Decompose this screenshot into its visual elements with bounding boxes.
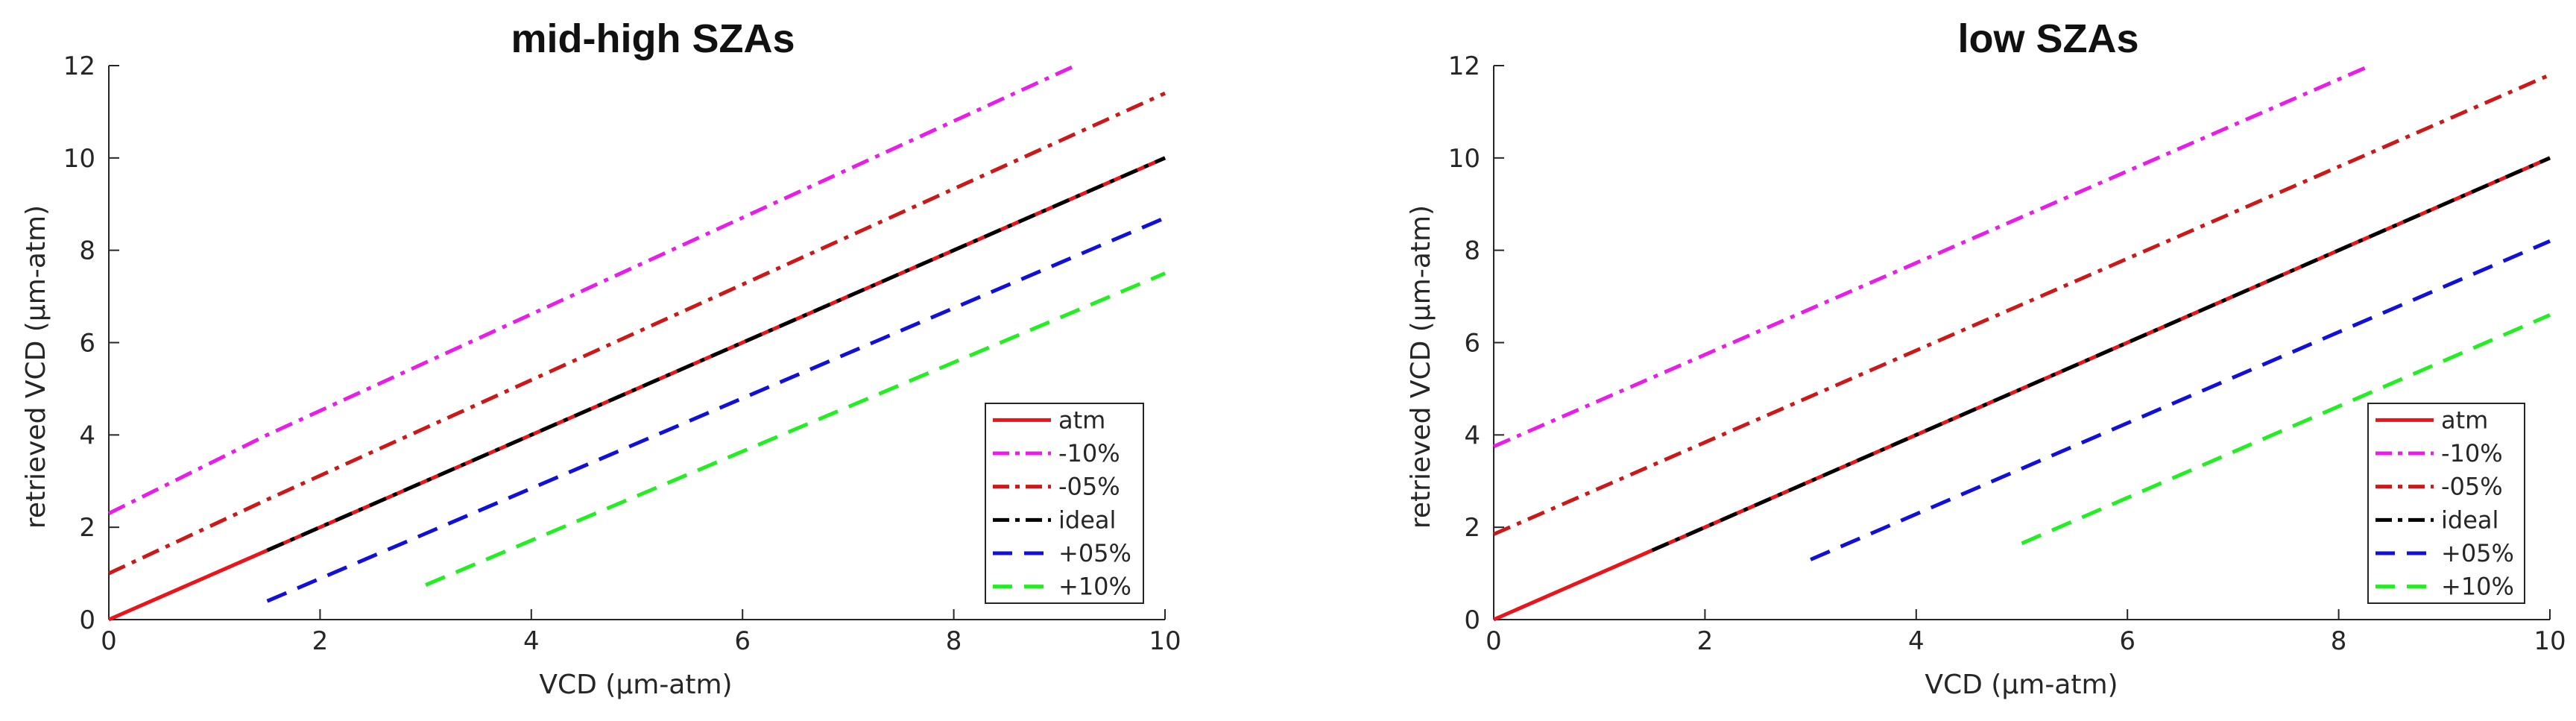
legend-label-plus05pct: +05% — [1058, 539, 1131, 567]
y-tick-label: 8 — [79, 236, 95, 266]
legend-label-minus05pct: -05% — [2441, 473, 2503, 501]
series-layer — [107, 63, 1167, 622]
x-tick-label: 6 — [734, 626, 751, 656]
series-line-minus10pct — [1493, 63, 2372, 449]
y-tick-label: 10 — [1448, 144, 1480, 174]
legend-label-minus05pct: -05% — [1058, 473, 1120, 501]
legend-box — [985, 403, 1144, 604]
series-line-minus10pct — [107, 63, 1076, 515]
legend-box — [2367, 403, 2525, 604]
axes: 0 2 4 6 8 10 0 2 4 6 8 10 12 — [63, 51, 1181, 656]
chart-title: low SZAs — [1957, 16, 2138, 61]
series-line-minus05pct — [107, 91, 1167, 576]
y-tick-label: 10 — [63, 144, 95, 174]
x-tick-label: 10 — [1149, 626, 1181, 656]
axes: 0 2 4 6 8 10 0 2 4 6 8 10 12 — [1448, 51, 2566, 656]
x-axis-label: VCD (μm-atm) — [1925, 670, 2118, 700]
x-tick-label: 2 — [1697, 626, 1714, 656]
y-tick-label: 12 — [63, 51, 95, 81]
x-tick-label: 0 — [101, 626, 117, 656]
series-line-plus10pct — [2021, 313, 2551, 546]
y-tick-label: 6 — [1464, 329, 1480, 359]
legend-label-plus10pct: +10% — [1058, 573, 1131, 601]
x-tick-label: 0 — [1486, 626, 1502, 656]
legend: atm -10% -05% ideal +05% +10% — [2367, 403, 2525, 604]
y-tick-label: 0 — [1464, 605, 1480, 635]
y-axis-label: retrieved VCD (μm-atm) — [1406, 205, 1436, 529]
series-line-plus05pct — [1810, 239, 2551, 561]
series-line-plus10pct — [425, 271, 1166, 587]
y-tick-label: 2 — [1464, 513, 1480, 543]
y-tick-label: 4 — [79, 421, 95, 450]
series-line-ideal — [1651, 156, 2551, 552]
x-axis-label: VCD (μm-atm) — [539, 670, 732, 700]
series-layer — [1492, 63, 2551, 622]
chart-panel-mid-high: mid-high SZAs VCD (μm-atm) retrieved VCD… — [21, 16, 1181, 700]
y-tick-label: 6 — [79, 329, 95, 359]
x-tick-label: 8 — [2331, 626, 2347, 656]
chart-title: mid-high SZAs — [511, 16, 795, 61]
legend: atm -10% -05% ideal +05% +10% — [985, 403, 1144, 604]
legend-label-plus10pct: +10% — [2441, 573, 2514, 601]
legend-label-ideal: ideal — [1058, 506, 1116, 534]
chart-panel-low: low SZAs VCD (μm-atm) retrieved VCD (μm-… — [1406, 16, 2566, 700]
y-axis-label: retrieved VCD (μm-atm) — [21, 205, 51, 529]
series-line-ideal — [266, 156, 1167, 552]
x-tick-label: 4 — [1908, 626, 1925, 656]
legend-label-atm: atm — [1058, 406, 1105, 434]
legend-label-atm: atm — [2441, 406, 2488, 434]
x-tick-label: 4 — [523, 626, 540, 656]
legend-label-plus05pct: +05% — [2441, 539, 2514, 567]
y-tick-label: 2 — [79, 513, 95, 543]
x-tick-label: 2 — [312, 626, 329, 656]
y-tick-label: 0 — [79, 605, 95, 635]
series-line-minus05pct — [1493, 73, 2551, 536]
y-tick-label: 4 — [1464, 421, 1480, 450]
y-tick-label: 8 — [1464, 236, 1480, 266]
x-tick-label: 6 — [2119, 626, 2135, 656]
legend-label-minus10pct: -10% — [2441, 439, 2503, 467]
x-tick-label: 8 — [946, 626, 962, 656]
y-tick-label: 12 — [1448, 51, 1480, 81]
x-tick-label: 10 — [2534, 626, 2566, 656]
legend-label-minus10pct: -10% — [1058, 439, 1120, 467]
legend-label-ideal: ideal — [2441, 506, 2498, 534]
